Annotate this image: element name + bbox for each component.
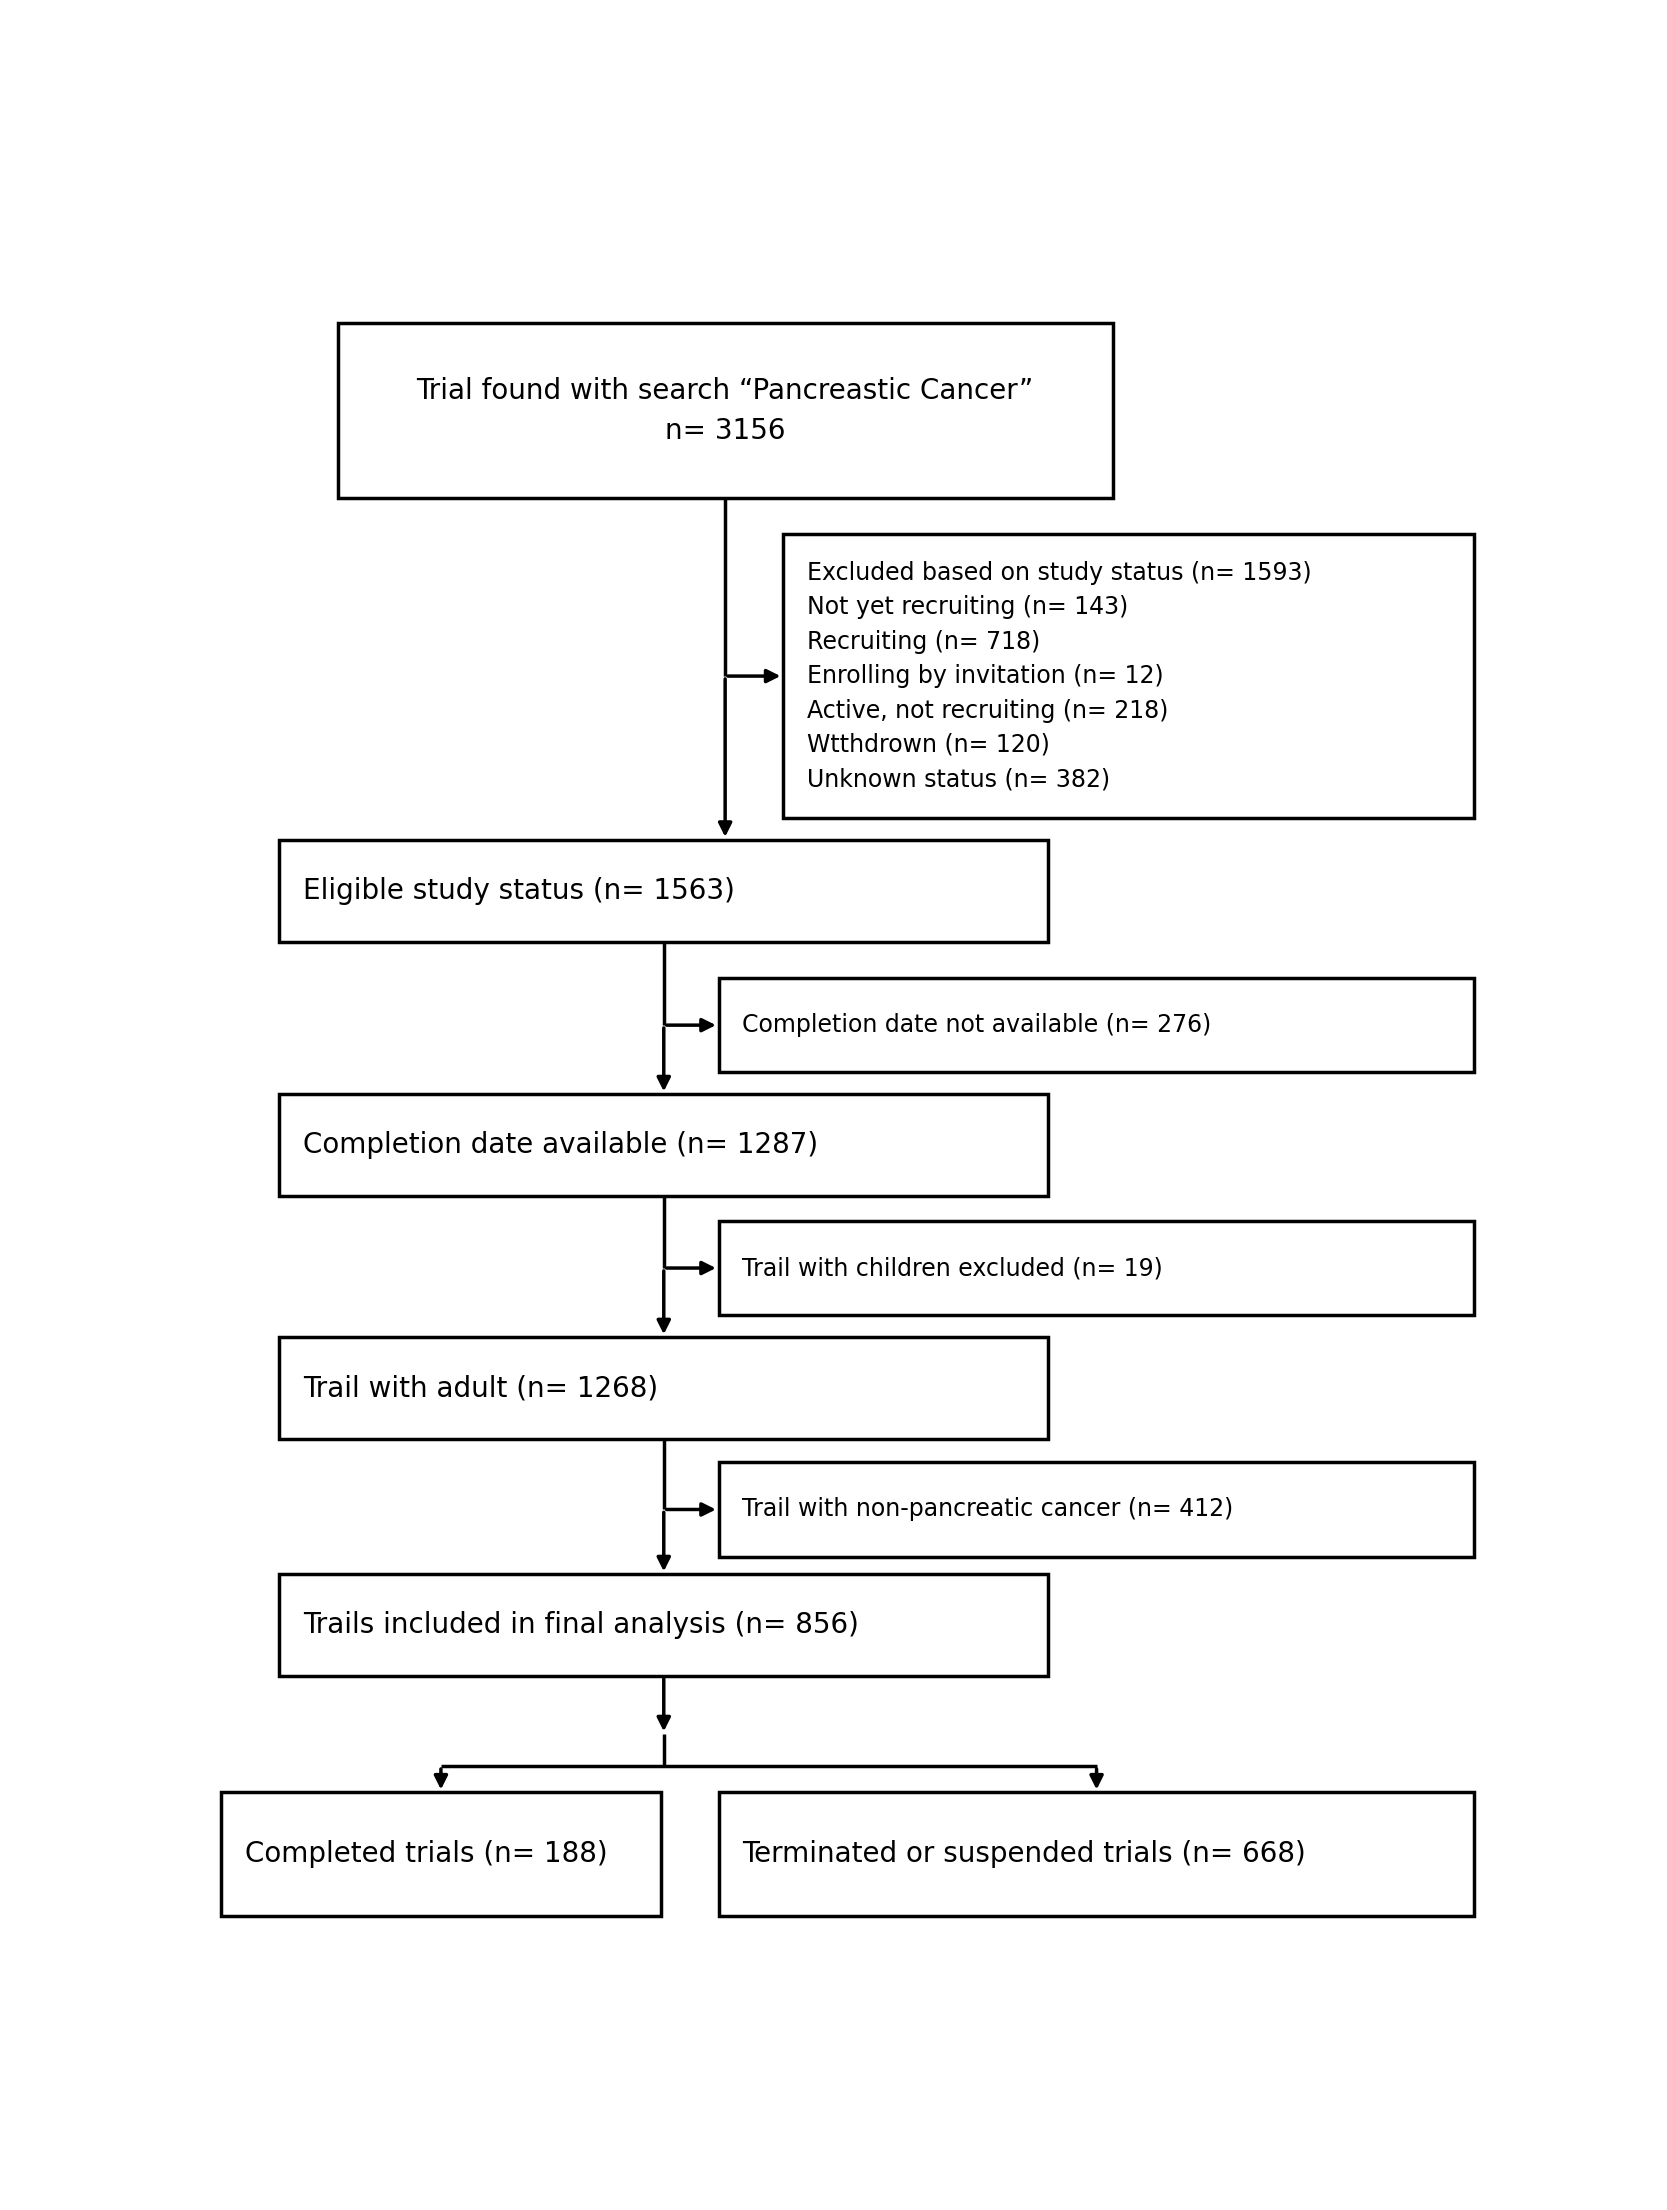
FancyBboxPatch shape: [280, 1574, 1049, 1675]
Text: Completion date not available (n= 276): Completion date not available (n= 276): [742, 1012, 1212, 1036]
FancyBboxPatch shape: [783, 535, 1474, 818]
FancyBboxPatch shape: [280, 840, 1049, 941]
Text: Excluded based on study status (n= 1593)
Not yet recruiting (n= 143)
Recruiting : Excluded based on study status (n= 1593)…: [807, 561, 1312, 791]
Text: Completed trials (n= 188): Completed trials (n= 188): [245, 1841, 607, 1867]
FancyBboxPatch shape: [337, 323, 1114, 497]
Text: Trial found with search “Pancreastic Cancer”
n= 3156: Trial found with search “Pancreastic Can…: [417, 376, 1034, 444]
Text: Trail with adult (n= 1268): Trail with adult (n= 1268): [303, 1375, 658, 1401]
FancyBboxPatch shape: [718, 1463, 1474, 1556]
Text: Trail with non-pancreatic cancer (n= 412): Trail with non-pancreatic cancer (n= 412…: [742, 1498, 1234, 1520]
FancyBboxPatch shape: [718, 977, 1474, 1072]
FancyBboxPatch shape: [280, 1337, 1049, 1439]
Text: Trails included in final analysis (n= 856): Trails included in final analysis (n= 85…: [303, 1611, 859, 1640]
FancyBboxPatch shape: [718, 1220, 1474, 1315]
Text: Eligible study status (n= 1563): Eligible study status (n= 1563): [303, 877, 735, 904]
Text: Terminated or suspended trials (n= 668): Terminated or suspended trials (n= 668): [742, 1841, 1305, 1867]
FancyBboxPatch shape: [222, 1792, 660, 1916]
Text: Completion date available (n= 1287): Completion date available (n= 1287): [303, 1132, 818, 1158]
FancyBboxPatch shape: [718, 1792, 1474, 1916]
Text: Trail with children excluded (n= 19): Trail with children excluded (n= 19): [742, 1255, 1162, 1280]
FancyBboxPatch shape: [280, 1094, 1049, 1196]
